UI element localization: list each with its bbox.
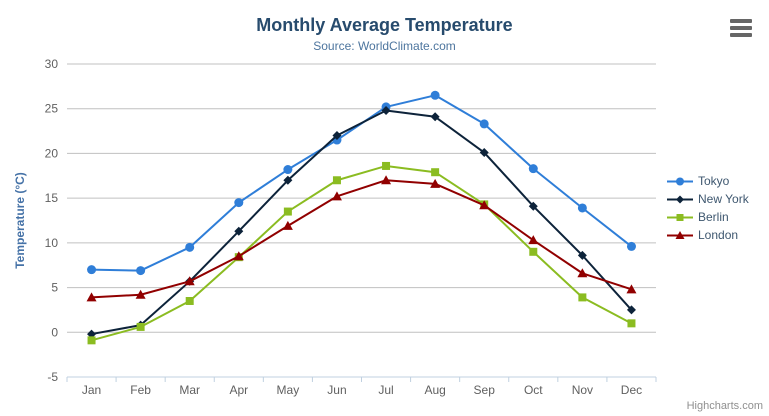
x-axis-label: Jun — [327, 383, 346, 397]
y-axis-label: 5 — [51, 281, 58, 295]
chart-title: Monthly Average Temperature — [256, 15, 513, 35]
square-series-symbol — [667, 213, 693, 221]
marker-new-york[interactable] — [479, 148, 489, 158]
legend-label: Tokyo — [698, 174, 730, 188]
series-line-london[interactable] — [90, 179, 633, 299]
marker-tokyo[interactable] — [479, 119, 489, 129]
marker-tokyo[interactable] — [136, 266, 146, 276]
marker-berlin[interactable] — [185, 296, 194, 305]
y-axis-label: 30 — [45, 57, 59, 71]
hamburger-icon — [730, 19, 752, 23]
legend-label: Berlin — [698, 210, 729, 224]
y-axis-label: -5 — [47, 370, 58, 384]
y-axis-label: 20 — [45, 146, 59, 160]
marker-berlin[interactable] — [87, 336, 96, 345]
marker-berlin[interactable] — [332, 176, 341, 185]
marker-tokyo[interactable] — [185, 242, 195, 252]
legend-symbol-marker — [676, 177, 684, 185]
marker-berlin[interactable] — [136, 322, 145, 331]
marker-berlin[interactable] — [283, 207, 292, 216]
y-axis-title: Temperature (°C) — [13, 172, 27, 269]
series-line-berlin[interactable] — [90, 164, 633, 342]
hamburger-menu-button[interactable] — [730, 19, 754, 37]
x-axis-label: Mar — [179, 383, 200, 397]
marker-berlin[interactable] — [529, 247, 538, 256]
x-axis-label: Jan — [82, 383, 101, 397]
marker-new-york[interactable] — [528, 201, 538, 211]
marker-tokyo[interactable] — [626, 241, 636, 251]
marker-new-york[interactable] — [381, 106, 391, 116]
x-axis-label: Aug — [424, 383, 445, 397]
marker-london[interactable] — [626, 284, 637, 294]
hamburger-icon — [730, 33, 752, 37]
legend-label: New York — [698, 192, 749, 206]
legend-symbol-marker — [676, 195, 684, 203]
x-axis-label: Sep — [474, 383, 496, 397]
x-axis-label: May — [277, 383, 300, 397]
marker-berlin[interactable] — [431, 168, 440, 177]
marker-tokyo[interactable] — [234, 198, 244, 208]
legend-symbol-marker — [676, 213, 684, 221]
marker-london[interactable] — [479, 200, 490, 210]
marker-berlin[interactable] — [578, 293, 587, 302]
series-line-new-york[interactable] — [90, 109, 633, 336]
marker-new-york[interactable] — [626, 305, 636, 315]
x-axis-label: Nov — [572, 383, 593, 397]
y-axis-label: 0 — [51, 325, 58, 339]
marker-london[interactable] — [381, 175, 392, 185]
x-axis-label: Oct — [524, 383, 543, 397]
marker-tokyo[interactable] — [430, 90, 440, 100]
marker-tokyo[interactable] — [528, 164, 538, 174]
legend-symbol-marker — [675, 230, 685, 239]
circle-series-symbol — [667, 177, 693, 185]
y-axis-label: 10 — [45, 236, 59, 250]
marker-new-york[interactable] — [283, 175, 293, 185]
legend-item-tokyo[interactable]: Tokyo — [667, 172, 749, 190]
legend-item-new-york[interactable]: New York — [667, 190, 749, 208]
marker-london[interactable] — [528, 235, 539, 245]
x-axis-label: Dec — [621, 383, 642, 397]
marker-tokyo[interactable] — [577, 203, 587, 213]
x-axis-label: Apr — [229, 383, 248, 397]
marker-new-york[interactable] — [332, 131, 342, 141]
marker-london[interactable] — [577, 268, 588, 278]
marker-london[interactable] — [331, 191, 342, 201]
marker-berlin[interactable] — [382, 161, 391, 170]
x-axis-label: Jul — [378, 383, 393, 397]
legend: Tokyo New York Berlin London — [667, 172, 749, 244]
marker-london[interactable] — [233, 251, 244, 261]
marker-london[interactable] — [430, 178, 441, 188]
chart-subtitle: Source: WorldClimate.com — [313, 39, 456, 53]
marker-new-york[interactable] — [234, 226, 244, 236]
triangle-series-symbol — [667, 230, 693, 239]
marker-london[interactable] — [282, 220, 293, 230]
marker-new-york[interactable] — [577, 250, 587, 260]
hamburger-icon — [730, 26, 752, 30]
marker-new-york[interactable] — [87, 329, 97, 339]
marker-tokyo[interactable] — [283, 165, 293, 175]
marker-london[interactable] — [184, 276, 195, 286]
marker-new-york[interactable] — [430, 112, 440, 122]
marker-tokyo[interactable] — [87, 265, 97, 275]
legend-item-berlin[interactable]: Berlin — [667, 208, 749, 226]
marker-berlin[interactable] — [627, 319, 636, 328]
diamond-series-symbol — [667, 195, 693, 203]
legend-label: London — [698, 228, 739, 242]
marker-london[interactable] — [135, 289, 146, 299]
credits-link[interactable]: Highcharts.com — [686, 400, 763, 412]
y-axis-label: 15 — [45, 191, 59, 205]
y-axis-label: 25 — [45, 102, 59, 116]
legend-item-london[interactable]: London — [667, 226, 749, 244]
series-line-tokyo[interactable] — [90, 94, 633, 272]
marker-london[interactable] — [86, 292, 97, 302]
x-axis-label: Feb — [130, 383, 151, 397]
